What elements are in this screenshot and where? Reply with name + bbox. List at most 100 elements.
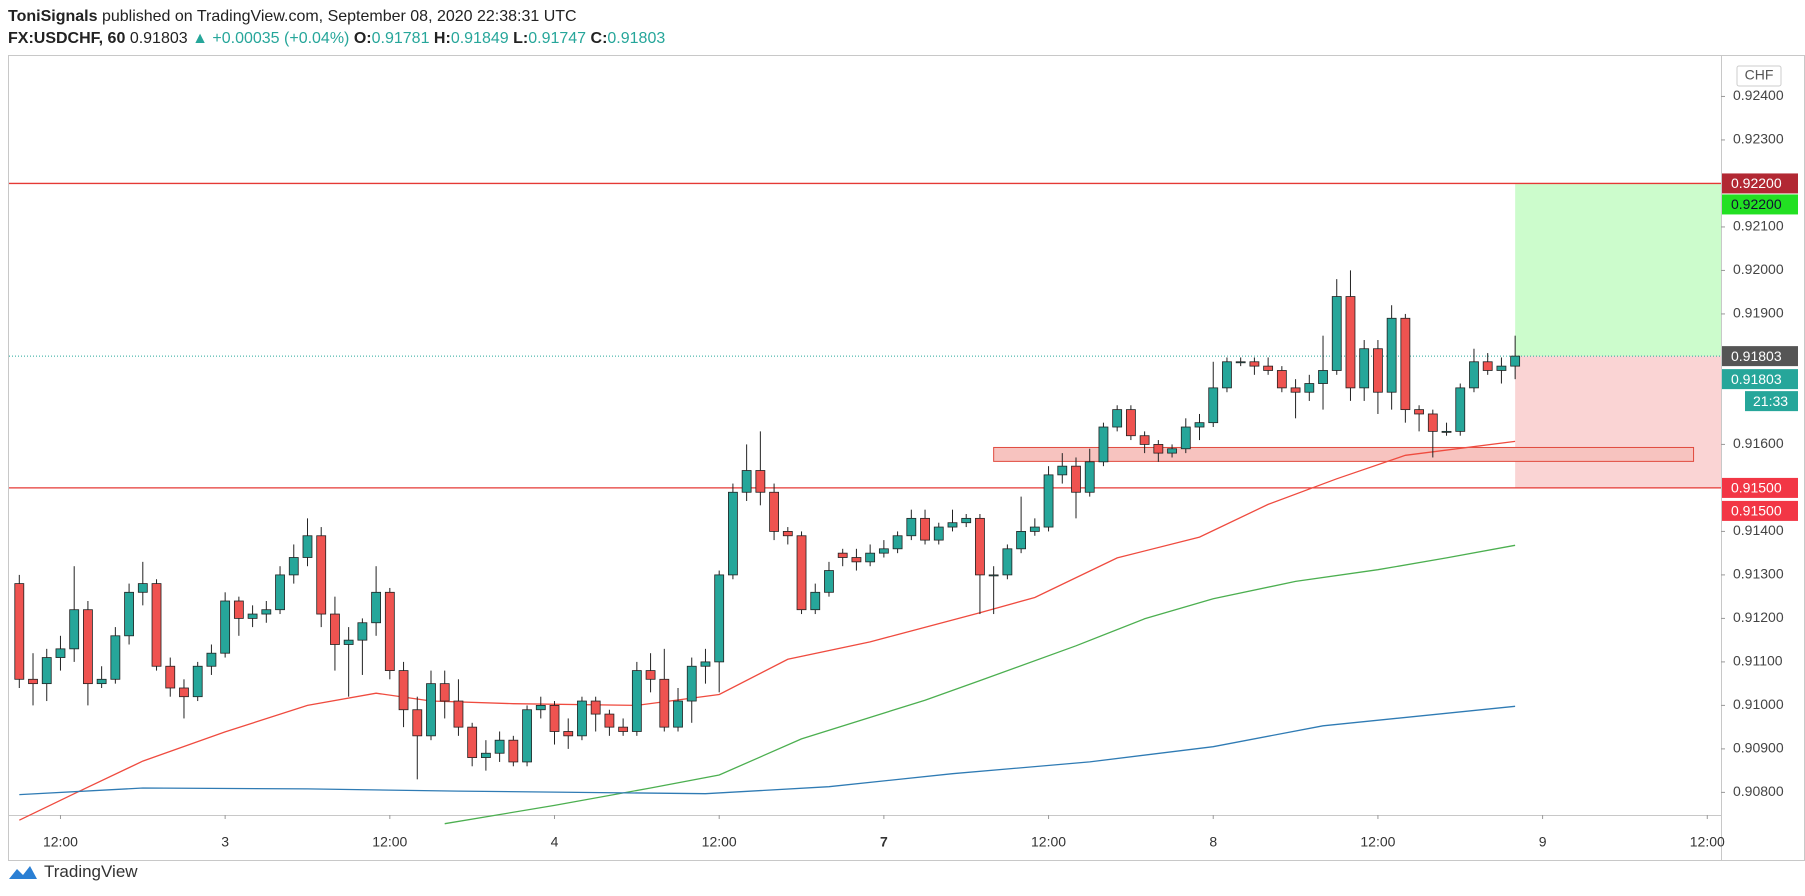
candle-body: [330, 613, 340, 645]
candle-body: [371, 591, 382, 624]
candle-body: [343, 639, 354, 645]
candle-body: [1235, 361, 1246, 364]
c-label: C:: [590, 30, 608, 47]
candle-body: [247, 613, 258, 619]
candle-body: [384, 591, 395, 671]
y-tick-label: 0.91200: [1733, 609, 1784, 625]
candle-body: [1208, 387, 1219, 424]
candle-body: [1359, 348, 1370, 389]
x-tick-label: 12:00: [43, 834, 78, 850]
candle-body: [1331, 296, 1342, 371]
candle-body: [110, 635, 121, 680]
candle-body: [645, 670, 656, 680]
candle-body: [1029, 526, 1040, 532]
candle-body: [1139, 435, 1150, 445]
candle-body: [1400, 317, 1411, 411]
x-tick-label: 8: [1209, 834, 1217, 850]
candle-body: [618, 726, 629, 732]
candle-body: [1482, 361, 1493, 371]
candle-body: [1098, 426, 1109, 463]
candle-body: [192, 665, 203, 698]
candle-body: [398, 670, 409, 711]
candle-body: [906, 517, 917, 537]
l-value: 0.91747: [528, 30, 587, 47]
position-stop: [1515, 356, 1721, 488]
candle-body: [563, 731, 574, 737]
candle-body: [206, 652, 217, 667]
change: ▲ +0.00035 (+0.04%): [192, 30, 350, 47]
author: ToniSignals: [8, 8, 98, 25]
candle-body: [755, 470, 766, 493]
y-tick-label: 0.92000: [1733, 261, 1784, 277]
candle-body: [1249, 361, 1260, 367]
candle-body: [165, 665, 176, 689]
target-label: 0.92200: [1731, 196, 1782, 212]
level-label: 0.91500: [1731, 480, 1782, 496]
candle-body: [124, 591, 134, 637]
logo: [9, 866, 37, 879]
stop-label: 0.91500: [1731, 503, 1782, 519]
candle-body: [1112, 409, 1123, 428]
publish-line: ToniSignals published on TradingView.com…: [8, 6, 665, 28]
candle-body: [782, 531, 793, 537]
candle-body: [549, 704, 560, 732]
candle-body: [151, 583, 162, 667]
candle-body: [233, 600, 244, 619]
candle-body: [1345, 296, 1356, 389]
level-label: 0.92200: [1731, 175, 1782, 191]
candle-body: [1167, 448, 1177, 454]
candle-body: [28, 678, 38, 685]
y-tick-label: 0.90800: [1733, 783, 1784, 799]
candle-body: [508, 739, 519, 763]
countdown: 21:33: [1753, 393, 1788, 409]
o-label: O:: [353, 30, 372, 47]
countdown-box: [1745, 391, 1798, 412]
last-label: 0.91803: [1731, 371, 1782, 387]
candle-body: [288, 557, 299, 576]
candle-body: [837, 552, 848, 558]
candle-body: [878, 548, 889, 554]
candle-body: [1276, 370, 1287, 389]
candle-body: [453, 700, 464, 728]
o-value: 0.91781: [371, 30, 430, 47]
candle-body: [1496, 365, 1507, 371]
l-label: L:: [513, 30, 529, 47]
candle-body: [1441, 430, 1452, 433]
candle-body: [535, 704, 546, 711]
y-tick-label: 0.91600: [1733, 435, 1784, 451]
candle-body: [1194, 422, 1205, 428]
candle-body: [1386, 317, 1397, 393]
candle-body: [1373, 348, 1383, 393]
candle-body: [426, 683, 436, 737]
candle-body: [590, 700, 601, 715]
brand: TradingView: [44, 862, 138, 881]
moving-average: [19, 440, 1516, 821]
candle-body: [83, 609, 93, 685]
y-tick-label: 0.92100: [1733, 218, 1784, 234]
x-tick-label: 12:00: [1360, 834, 1395, 850]
level-label-box: [1722, 173, 1798, 194]
candle-body: [686, 665, 697, 702]
candle-body: [851, 557, 862, 563]
header: ToniSignals published on TradingView.com…: [8, 6, 665, 50]
candle-body: [1222, 361, 1232, 389]
candle-body: [302, 535, 313, 558]
candle-body: [824, 570, 834, 593]
candle-body: [741, 470, 752, 493]
candle-body: [1084, 461, 1095, 493]
currency-box: [1736, 65, 1782, 87]
moving-average: [444, 544, 1516, 825]
candle-body: [439, 683, 450, 702]
y-tick-label: 0.91400: [1733, 522, 1784, 538]
entry-label-box: [1722, 346, 1798, 367]
h-label: H:: [433, 30, 451, 47]
candle-body: [1469, 361, 1479, 389]
candle-body: [412, 709, 423, 737]
symbol-line: FX:USDCHF, 60 0.91803 ▲ +0.00035 (+0.04%…: [8, 28, 665, 50]
candle-body: [1057, 465, 1068, 476]
y-tick-label: 0.92300: [1733, 131, 1784, 147]
candle-body: [769, 491, 779, 532]
candle-body: [1125, 409, 1136, 437]
candle-body: [522, 709, 532, 763]
candle-body: [892, 535, 903, 550]
